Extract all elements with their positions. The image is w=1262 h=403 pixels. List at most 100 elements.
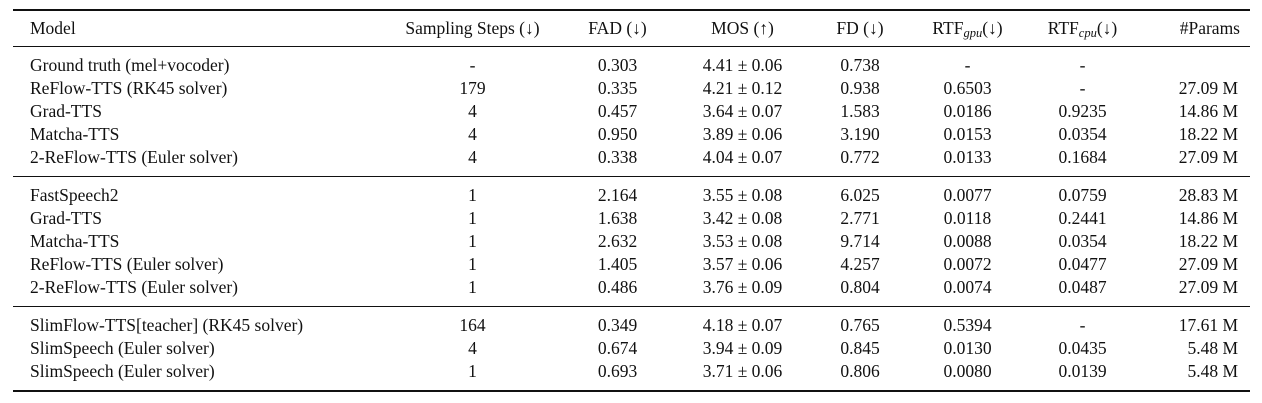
cell-rtf_gpu: 0.6503 [943,78,992,98]
column-header-params: #Params [1145,10,1250,47]
cell-fad: 1.638 [597,208,638,228]
table-row: SlimSpeech (Euler solver) 4 0.674 3.94 ± 0.… [13,337,1250,360]
table-row: Matcha-TTS 4 0.950 3.89 ± 0.06 3.190 0.0153 0.… [13,123,1250,146]
cell-params: 28.83 M [1178,185,1238,205]
table-row: SlimSpeech (Euler solver) 1 0.693 3.71 ± 0.… [13,360,1250,391]
header-subscript: cpu [1078,26,1097,40]
table-section-3: SlimFlow-TTS[teacher] (RK45 solver) 164 0.… [13,307,1250,391]
cell-params: 18.22 M [1178,231,1238,251]
cell-rtf_gpu: 0.0186 [943,101,992,121]
table-row: ReFlow-TTS (RK45 solver) 179 0.335 4.21 ± 0… [13,77,1250,100]
cell-rtf_cpu: - [1079,55,1086,75]
cell-fad: 0.486 [597,277,638,297]
header-label: (↓) [982,18,1003,38]
column-header-rtf_gpu: RTFgpu(↓) [915,10,1020,47]
cell-rtf_gpu: 0.0077 [943,185,992,205]
table-row: Matcha-TTS 1 2.632 3.53 ± 0.08 9.714 0.0088 0.… [13,230,1250,253]
cell-rtf_gpu: - [964,55,971,75]
cell-steps: - [469,55,476,75]
cell-rtf_gpu: 0.0072 [943,254,992,274]
cell-rtf_cpu: 0.1684 [1058,147,1107,167]
cell-steps: 4 [468,124,477,144]
cell-steps: 164 [459,315,486,335]
table-row: ReFlow-TTS (Euler solver) 1 1.405 3.57 ± 0.… [13,253,1250,276]
cell-mos: 3.76 ± 0.09 [702,277,783,297]
cell-mos: 3.55 ± 0.08 [702,185,783,205]
cell-params: 18.22 M [1178,124,1238,144]
cell-mos: 3.71 ± 0.06 [702,361,783,381]
cell-fad: 0.693 [597,361,638,381]
cell-fd: 4.257 [840,254,880,274]
cell-model: 2-ReFlow-TTS (Euler solver) [30,147,239,167]
header-label: RTF [1047,18,1079,38]
cell-mos: 3.57 ± 0.06 [702,254,783,274]
cell-fad: 0.457 [597,101,638,121]
table-row: Grad-TTS 4 0.457 3.64 ± 0.07 1.583 0.0186 0.92… [13,100,1250,123]
header-label: (↓) [1096,18,1118,38]
header-label: FAD (↓) [588,18,647,38]
cell-params: 17.61 M [1178,315,1238,335]
column-header-fd: FD (↓) [805,10,915,47]
table-section-2: FastSpeech2 1 2.164 3.55 ± 0.08 6.025 0.0077 0… [13,177,1250,307]
cell-fd: 0.765 [840,315,880,335]
cell-mos: 4.18 ± 0.07 [702,315,783,335]
cell-fad: 0.674 [597,338,638,358]
header-subscript: gpu [963,26,983,40]
cell-steps: 1 [468,185,477,205]
column-header-mos: MOS (↑) [680,10,805,47]
cell-fd: 0.845 [840,338,880,358]
cell-rtf_gpu: 0.0130 [943,338,992,358]
cell-steps: 4 [468,101,477,121]
header-label: RTF [932,18,964,38]
cell-rtf_gpu: 0.0080 [943,361,992,381]
header-label: Sampling Steps (↓) [405,18,540,38]
column-header-model: Model [13,10,390,47]
cell-params: 14.86 M [1178,208,1238,228]
cell-fad: 2.164 [597,185,638,205]
cell-steps: 179 [459,78,486,98]
column-header-steps: Sampling Steps (↓) [390,10,555,47]
cell-rtf_cpu: - [1079,315,1086,335]
cell-rtf_cpu: 0.2441 [1058,208,1107,228]
cell-rtf_cpu: 0.0487 [1058,277,1107,297]
cell-mos: 4.41 ± 0.06 [702,55,783,75]
cell-fad: 0.335 [597,78,638,98]
cell-fd: 0.806 [840,361,880,381]
header-row: Model Sampling Steps (↓) FAD (↓) MOS (↑) FD … [13,10,1250,47]
cell-model: ReFlow-TTS (RK45 solver) [30,78,228,98]
cell-fd: 6.025 [840,185,880,205]
cell-fd: 2.771 [840,208,880,228]
cell-rtf_cpu: 0.0477 [1058,254,1107,274]
cell-mos: 3.94 ± 0.09 [702,338,783,358]
cell-fad: 0.349 [597,315,638,335]
cell-params: 27.09 M [1178,254,1238,274]
cell-rtf_gpu: 0.0088 [943,231,992,251]
cell-model: SlimSpeech (Euler solver) [30,361,215,381]
cell-params: 27.09 M [1178,147,1238,167]
cell-fd: 1.583 [840,101,880,121]
cell-rtf_cpu: 0.0354 [1058,124,1107,144]
cell-rtf_gpu: 0.0153 [943,124,992,144]
cell-rtf_gpu: 0.0118 [943,208,992,228]
cell-steps: 1 [468,277,477,297]
tts-results-table: Model Sampling Steps (↓) FAD (↓) MOS (↑) FD … [13,9,1250,392]
column-header-rtf_cpu: RTFcpu(↓) [1020,10,1145,47]
cell-mos: 3.89 ± 0.06 [702,124,783,144]
cell-model: 2-ReFlow-TTS (Euler solver) [30,277,239,297]
table-row: 2-ReFlow-TTS (Euler solver) 1 0.486 3.76 ± … [13,276,1250,307]
cell-model: Grad-TTS [30,101,102,121]
cell-model: SlimFlow-TTS[teacher] (RK45 solver) [30,315,304,335]
cell-model: ReFlow-TTS (Euler solver) [30,254,224,274]
table-row: FastSpeech2 1 2.164 3.55 ± 0.08 6.025 0.0077 0… [13,177,1250,208]
header-label: MOS (↑) [711,18,774,38]
cell-params: 5.48 M [1187,338,1238,358]
cell-fd: 0.804 [840,277,880,297]
cell-steps: 1 [468,231,477,251]
cell-steps: 1 [468,208,477,228]
cell-rtf_cpu: 0.0139 [1058,361,1107,381]
table-row: Grad-TTS 1 1.638 3.42 ± 0.08 2.771 0.0118 0.24… [13,207,1250,230]
cell-steps: 1 [468,254,477,274]
cell-rtf_cpu: - [1079,78,1086,98]
cell-fd: 0.772 [840,147,880,167]
